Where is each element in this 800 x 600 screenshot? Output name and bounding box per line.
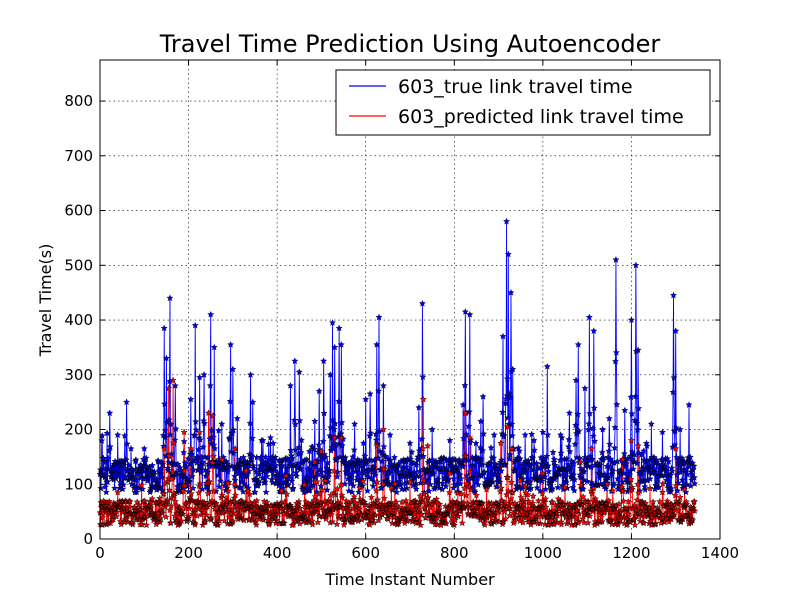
- y-tick-label: 600: [64, 202, 93, 220]
- chart-title: Travel Time Prediction Using Autoencoder: [159, 30, 661, 58]
- tick-labels: 0 200 400 600 800 1000 1200 1400 0 100 200 300 400 50…: [64, 92, 739, 562]
- x-tick-label: 1200: [612, 544, 650, 562]
- y-tick-label: 0: [83, 530, 93, 548]
- y-tick-label: 800: [64, 92, 93, 110]
- x-tick-label: 600: [351, 544, 380, 562]
- x-axis-label: Time Instant Number: [324, 570, 495, 589]
- ticks: [99, 60, 721, 540]
- grid-lines: [100, 60, 720, 539]
- legend-label-true: 603_true link travel time: [398, 76, 633, 98]
- x-tick-label: 0: [95, 544, 105, 562]
- series-markers: [96, 217, 699, 529]
- x-tick-label: 200: [174, 544, 203, 562]
- plot-frame: [99, 59, 721, 540]
- x-tick-label: 1400: [701, 544, 739, 562]
- y-tick-label: 100: [64, 475, 93, 493]
- series-markers-path: [96, 376, 699, 529]
- legend-box: [335, 69, 711, 136]
- y-axis-label: Travel Time(s): [36, 244, 55, 358]
- y-tick-label: 500: [64, 256, 93, 274]
- legend: 603_true link travel time 603_predicted …: [335, 69, 711, 136]
- y-tick-label: 400: [64, 311, 93, 329]
- y-tick-label: 300: [64, 366, 93, 384]
- y-tick-label: 700: [64, 147, 93, 165]
- legend-label-predicted: 603_predicted link travel time: [398, 106, 684, 128]
- x-tick-label: 1000: [524, 544, 562, 562]
- x-tick-label: 400: [263, 544, 292, 562]
- x-tick-label: 800: [440, 544, 469, 562]
- y-tick-label: 200: [64, 421, 93, 439]
